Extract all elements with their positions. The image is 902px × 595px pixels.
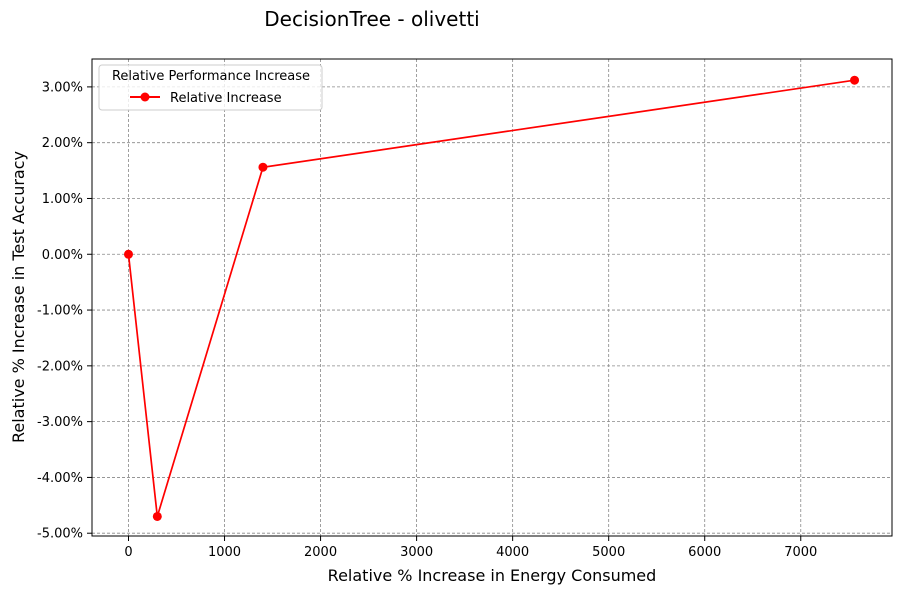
x-tick-label: 3000	[400, 545, 433, 560]
legend-box	[98, 64, 323, 111]
x-tick-label: 2000	[304, 545, 337, 560]
y-tick-label: -1.00%	[37, 304, 83, 319]
y-tick-label: -4.00%	[37, 471, 83, 486]
x-axis-label: Relative % Increase in Energy Consumed	[328, 566, 657, 585]
series-line	[127, 79, 855, 517]
x-axis: 0 1000 2000 3000 4000 5000 6000 7000	[124, 536, 817, 560]
x-tick-label: 4000	[496, 545, 529, 560]
x-tick-label: 1000	[208, 545, 241, 560]
plot-area	[91, 58, 893, 537]
data-point	[850, 75, 860, 85]
x-tick-label: 0	[124, 545, 132, 560]
data-point	[258, 162, 268, 172]
legend: Relative Performance Increase Relative I…	[98, 64, 323, 111]
y-tick-label: -2.00%	[37, 359, 83, 374]
grid	[92, 59, 892, 536]
y-axis: -5.00% -4.00% -3.00% -2.00% -1.00% 0.00% 1.00%…	[37, 80, 92, 542]
legend-entry-label: Relative Increase	[170, 91, 282, 106]
y-tick-label: 3.00%	[42, 80, 83, 95]
y-tick-label: 0.00%	[42, 248, 83, 263]
legend-marker-swatch	[140, 92, 150, 102]
x-tick-label: 7000	[784, 545, 817, 560]
y-axis-label: Relative % Increase in Test Accuracy	[9, 151, 28, 443]
x-tick-label: 6000	[688, 545, 721, 560]
y-tick-label: 1.00%	[42, 192, 83, 207]
y-tick-label: -5.00%	[37, 527, 83, 542]
data-point	[123, 249, 133, 259]
x-tick-label: 5000	[592, 545, 625, 560]
series-layer	[123, 75, 860, 521]
y-tick-label: -3.00%	[37, 415, 83, 430]
y-tick-label: 2.00%	[42, 136, 83, 151]
legend-title: Relative Performance Increase	[112, 69, 310, 84]
chart-title: DecisionTree - olivetti	[264, 7, 479, 31]
data-point	[152, 511, 162, 521]
